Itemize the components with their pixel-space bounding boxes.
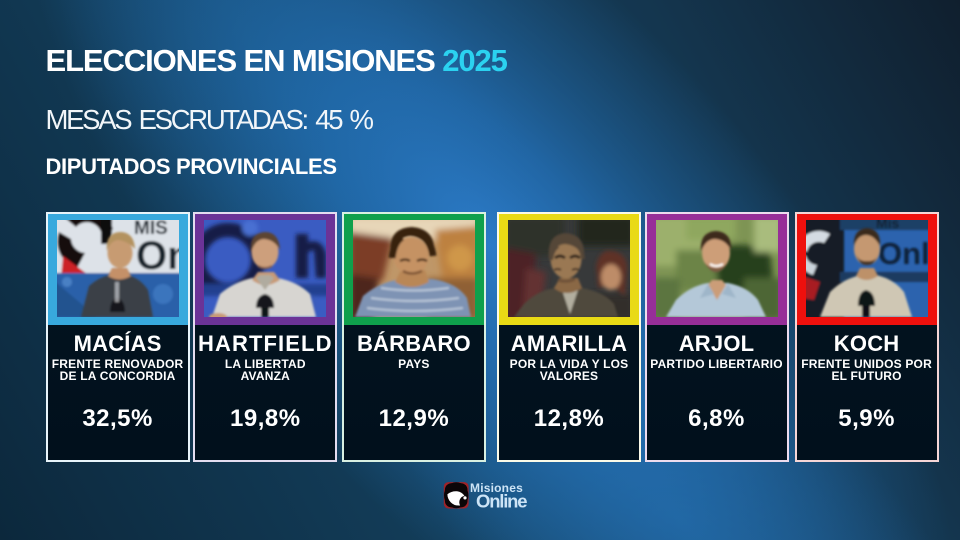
svg-text:On: On bbox=[136, 234, 179, 278]
svg-text:Misiones: Misiones bbox=[470, 481, 523, 495]
svg-text:Online: Online bbox=[476, 490, 527, 511]
svg-text:Mis: Mis bbox=[876, 220, 900, 231]
svg-text:Onl: Onl bbox=[878, 236, 928, 271]
svg-text:MIS: MIS bbox=[134, 220, 168, 239]
